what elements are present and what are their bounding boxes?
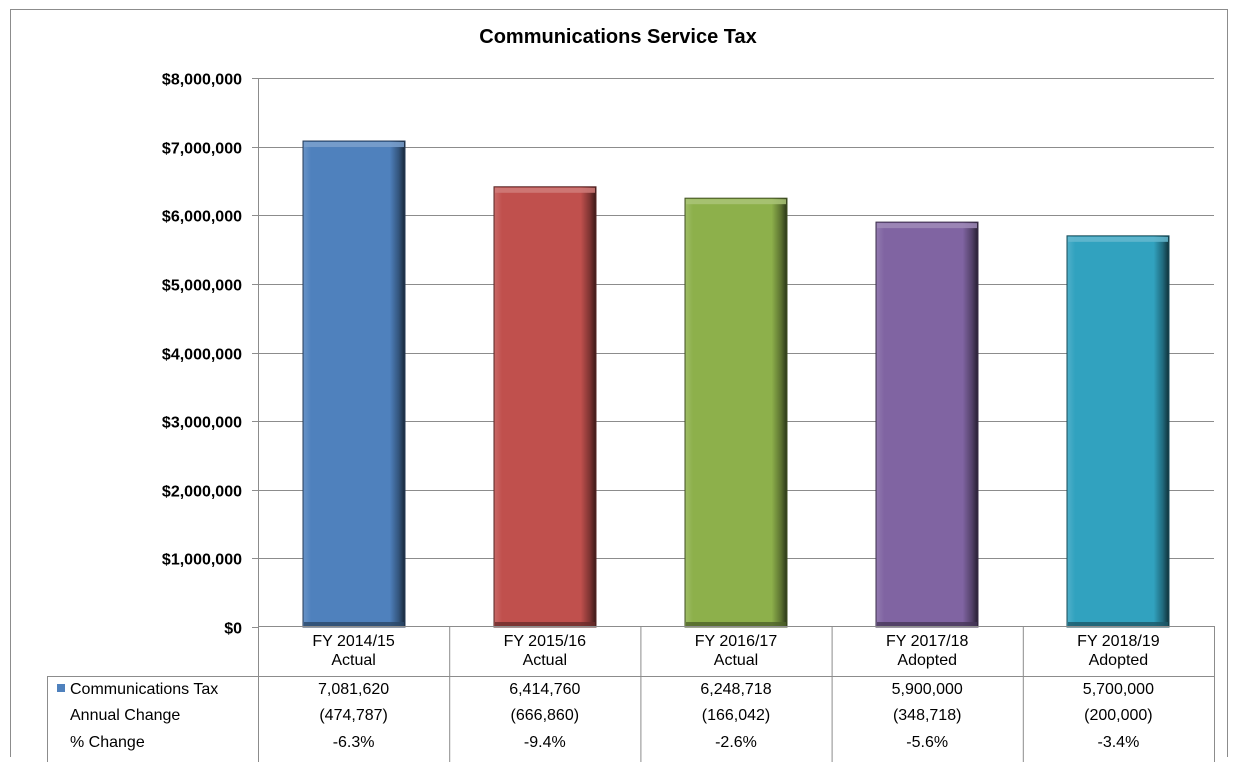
y-tick-label: $8,000,000	[162, 72, 242, 89]
bar-bevel-bottom	[495, 622, 595, 626]
x-category-label: FY 2017/18 Adopted	[886, 633, 969, 669]
x-category-label: FY 2018/19 Adopted	[1077, 633, 1160, 669]
table-cell: (348,718)	[893, 707, 962, 724]
table-row-label: Annual Change	[70, 707, 180, 724]
table-row-label: % Change	[70, 734, 145, 751]
table-cell: 6,414,760	[509, 681, 580, 698]
bar	[875, 221, 979, 628]
bar	[302, 140, 406, 628]
table-cell: -9.4%	[524, 734, 566, 751]
y-tick-label: $4,000,000	[162, 347, 242, 364]
x-category-label: FY 2014/15 Actual	[312, 633, 395, 669]
table-cell: 7,081,620	[318, 681, 389, 698]
y-tick-label: $0	[224, 621, 242, 638]
bar-bevel-top	[304, 142, 404, 148]
table-row-label: Communications Tax	[70, 681, 218, 698]
table-cell: 5,900,000	[892, 681, 963, 698]
table-cell: (666,860)	[511, 707, 580, 724]
bar-bevel-bottom	[877, 622, 977, 626]
y-tick-label: $5,000,000	[162, 278, 242, 295]
table-cell: (474,787)	[319, 707, 388, 724]
y-tick-label: $3,000,000	[162, 415, 242, 432]
legend-marker	[57, 684, 65, 692]
bar-bevel-top	[1068, 236, 1168, 242]
x-category-label: FY 2016/17 Actual	[695, 633, 778, 669]
y-tick-label: $2,000,000	[162, 484, 242, 501]
table-cell: -6.3%	[333, 734, 375, 751]
table-cell: -3.4%	[1098, 734, 1140, 751]
chart-title: Communications Service Tax	[479, 26, 757, 48]
bar-bevel-top	[495, 187, 595, 193]
bars	[302, 140, 1170, 628]
y-tick-label: $6,000,000	[162, 209, 242, 226]
bar	[1066, 235, 1170, 628]
table-cell: (200,000)	[1084, 707, 1153, 724]
bar	[684, 197, 788, 628]
bar-bevel-bottom	[1068, 622, 1168, 626]
table-cell: 6,248,718	[700, 681, 771, 698]
y-tick-label: $7,000,000	[162, 141, 242, 158]
bar-bevel-bottom	[686, 622, 786, 626]
bar-bevel-top	[686, 199, 786, 205]
y-axis: $0 $1,000,000 $2,000,000 $3,000,000 $4,000,0…	[162, 72, 259, 638]
table-cell: 5,700,000	[1083, 681, 1154, 698]
y-tick-label: $1,000,000	[162, 552, 242, 569]
table-cell: (166,042)	[702, 707, 771, 724]
chart-frame	[10, 9, 1228, 757]
x-category-label: FY 2015/16 Actual	[504, 633, 587, 669]
bar-bevel-top	[877, 223, 977, 229]
table-cell: -2.6%	[715, 734, 757, 751]
data-table: FY 2014/15 Actual FY 2015/16 Actual FY 2016/…	[47, 626, 1215, 762]
bar-bevel-bottom	[304, 622, 404, 626]
bar	[493, 186, 597, 628]
table-cell: -5.6%	[906, 734, 948, 751]
